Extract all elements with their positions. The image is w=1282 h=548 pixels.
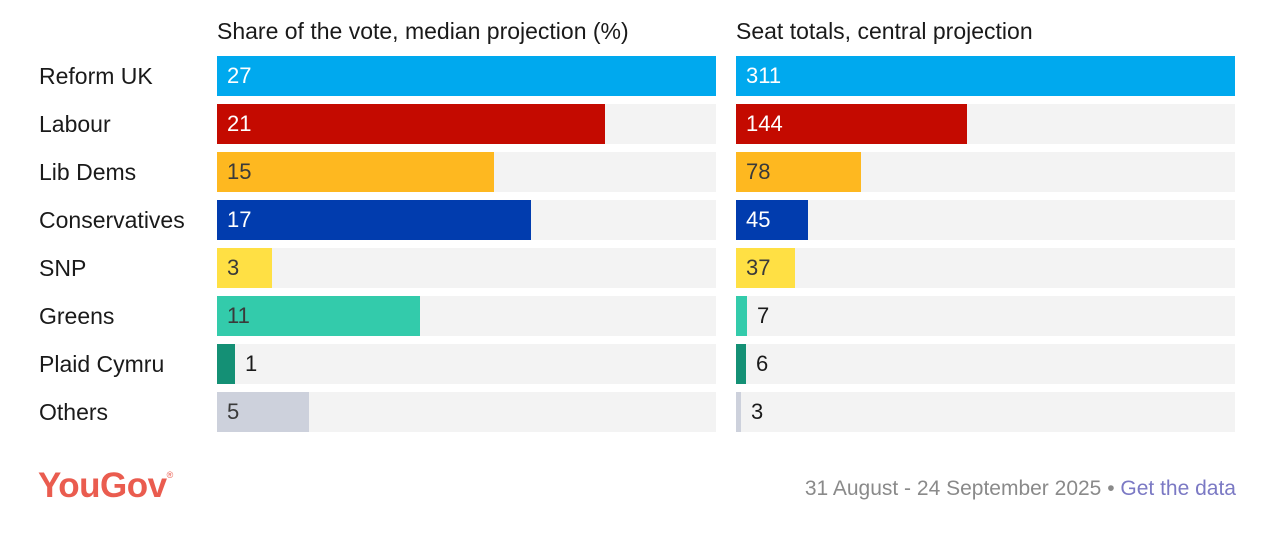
bar: [217, 104, 605, 144]
bar: [217, 152, 494, 192]
bar-track: 15: [217, 152, 716, 192]
bar: [736, 200, 808, 240]
bar-track: 3: [736, 392, 1235, 432]
bar-track: 27: [217, 56, 716, 96]
bar: [217, 392, 309, 432]
bar-track: 144: [736, 104, 1235, 144]
get-the-data-link[interactable]: Get the data: [1120, 477, 1236, 500]
bar: [736, 248, 795, 288]
date-range: 31 August - 24 September 2025: [804, 477, 1102, 500]
row-label: Conservatives: [39, 207, 185, 233]
panel-title-seat-totals: Seat totals, central projection: [736, 18, 1033, 44]
bar: [217, 296, 420, 336]
bar: [736, 344, 746, 384]
data-label: 1: [245, 351, 258, 376]
footer-separator: •: [1107, 477, 1115, 500]
data-label: 5: [227, 399, 240, 424]
bar-track: 78: [736, 152, 1235, 192]
data-label: 45: [746, 207, 771, 232]
data-label: 17: [227, 207, 252, 232]
row-label: Reform UK: [39, 63, 153, 89]
row-label: Plaid Cymru: [39, 351, 165, 377]
row-label: Labour: [39, 111, 111, 137]
bar-track: 7: [736, 296, 1235, 336]
data-label: 37: [746, 255, 771, 280]
row-label: Lib Dems: [39, 159, 137, 185]
bar: [217, 344, 235, 384]
data-label: 311: [746, 63, 782, 88]
bar: [736, 152, 861, 192]
bar-track: 45: [736, 200, 1235, 240]
row-label: Others: [39, 399, 109, 425]
bar-track: 37: [736, 248, 1235, 288]
panel-title-vote-share: Share of the vote, median projection (%): [217, 18, 629, 44]
bar: [217, 200, 531, 240]
row-label: SNP: [39, 255, 87, 281]
bar-track: 6: [736, 344, 1235, 384]
yougov-logo: YouGov®: [38, 466, 173, 505]
bar-track: 21: [217, 104, 716, 144]
row-label: Greens: [39, 303, 115, 329]
bar-track: 5: [217, 392, 716, 432]
bar: [736, 56, 1235, 96]
data-label: 21: [227, 111, 252, 136]
bar: [217, 248, 272, 288]
data-label: 27: [227, 63, 252, 88]
bar: [736, 104, 967, 144]
bar-track: 11: [217, 296, 716, 336]
data-label: 7: [757, 303, 770, 328]
bar-track: 17: [217, 200, 716, 240]
data-label: 78: [746, 159, 771, 184]
data-label: 11: [227, 303, 250, 328]
data-label: 3: [227, 255, 240, 280]
data-label: 3: [751, 399, 764, 424]
bar-track: 1: [217, 344, 716, 384]
bar: [736, 392, 741, 432]
bar: [736, 296, 747, 336]
bar-track: 3: [217, 248, 716, 288]
bar: [217, 56, 716, 96]
data-label: 15: [227, 159, 252, 184]
footer: 31 August - 24 September 2025 • Get the …: [805, 477, 1236, 501]
data-label: 144: [746, 111, 783, 136]
data-label: 6: [756, 351, 769, 376]
bar-track: 311: [736, 56, 1235, 96]
